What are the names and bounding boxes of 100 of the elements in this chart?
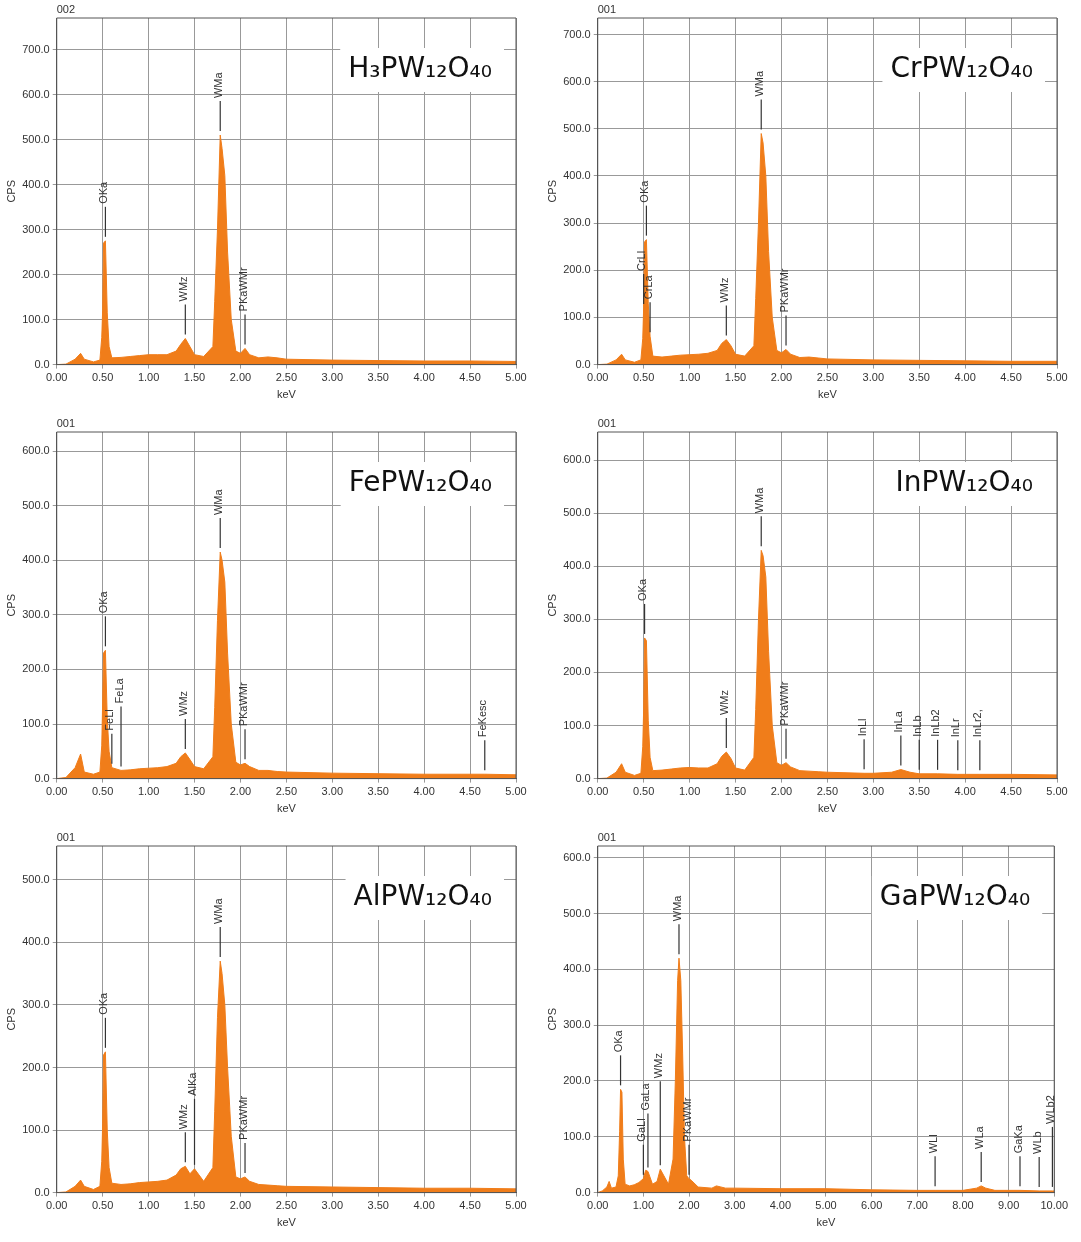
- y-tick-label: 500.0: [563, 906, 591, 919]
- y-axis-title: CPS: [545, 1007, 558, 1031]
- x-tick-label: 6.00: [860, 1199, 883, 1212]
- y-axis-title: CPS: [4, 593, 17, 617]
- x-tick-label: 2.50: [816, 785, 839, 798]
- y-tick-label: 400.0: [22, 177, 50, 190]
- y-tick-label: 100.0: [563, 310, 591, 323]
- x-tick-label: 1.50: [183, 785, 206, 798]
- x-tick-label: 3.50: [908, 371, 930, 384]
- x-tick-label: 1.50: [724, 785, 747, 798]
- annotation: PKaWMr: [236, 681, 249, 727]
- x-tick-label: 2.00: [229, 1199, 252, 1212]
- text: 001: [597, 830, 617, 843]
- annotation: WMa: [752, 69, 765, 97]
- x-tick-label: 4.50: [459, 1199, 481, 1212]
- x-tick-label: 1.50: [183, 371, 206, 384]
- x-tick-label: 0.00: [46, 1199, 68, 1212]
- y-axis-title: CPS: [545, 179, 558, 203]
- annotation: OKa: [612, 1029, 625, 1053]
- annotation: PKaWMr: [236, 267, 249, 312]
- y-axis-title: CPS: [4, 179, 17, 203]
- x-tick-label: 1.00: [137, 785, 160, 798]
- annotation: PKaWMr: [777, 681, 790, 726]
- x-tick-label: 5.00: [505, 785, 527, 798]
- x-tick-label: 4.00: [413, 1199, 435, 1212]
- x-tick-label: 4.50: [1000, 785, 1022, 798]
- x-axis-title: keV: [816, 1216, 837, 1229]
- y-tick-label: 500.0: [22, 498, 50, 511]
- y-tick-label: 300.0: [563, 612, 591, 625]
- text: 001: [597, 2, 617, 15]
- x-tick-label: 4.00: [954, 785, 976, 798]
- text: H₃PW₁₂O₄₀: [348, 51, 493, 85]
- x-tick-label: 4.50: [1000, 371, 1022, 384]
- annotation: OKa: [96, 590, 109, 614]
- x-tick-label: 4.00: [954, 371, 976, 384]
- annotation: OKa: [636, 578, 649, 601]
- annotation: InLl: [855, 718, 868, 737]
- x-tick-label: 1.00: [137, 371, 160, 384]
- x-tick-label: 0.50: [632, 785, 655, 798]
- annotation: CrLa: [641, 274, 654, 300]
- x-tick-label: 8.00: [952, 1199, 974, 1212]
- y-axis-title: CPS: [4, 1007, 17, 1031]
- x-tick-label: 1.00: [137, 1199, 160, 1212]
- x-tick-label: 2.00: [770, 371, 793, 384]
- x-tick-label: 0.50: [91, 1199, 114, 1212]
- x-tick-label: 1.00: [632, 1199, 655, 1212]
- x-tick-label: 1.00: [678, 785, 701, 798]
- annotation: FeKesc: [476, 699, 489, 738]
- y-tick-label: 200.0: [22, 1060, 50, 1073]
- y-tick-label: 300.0: [22, 222, 50, 235]
- text: AlPW₁₂O₄₀: [353, 879, 493, 913]
- x-axis-title: keV: [276, 1216, 297, 1229]
- annotation: WMa: [211, 71, 224, 99]
- x-tick-label: 2.50: [275, 1199, 298, 1212]
- x-tick-label: 4.50: [459, 371, 481, 384]
- annotation: WMz: [651, 1053, 664, 1079]
- x-axis-title: keV: [817, 388, 838, 401]
- y-tick-label: 0.0: [34, 1185, 50, 1198]
- annotation: WMz: [176, 1104, 189, 1130]
- text: InPW₁₂O₄₀: [895, 465, 1033, 499]
- annotation: WLb: [1030, 1131, 1043, 1154]
- y-tick-label: 0.0: [575, 771, 591, 784]
- x-tick-label: 10.00: [1040, 1199, 1068, 1212]
- x-tick-label: 0.00: [587, 1199, 609, 1212]
- y-tick-label: 400.0: [563, 559, 591, 572]
- annotation: FeLa: [112, 677, 125, 704]
- annotation: CrLl: [635, 250, 648, 272]
- y-tick-label: 400.0: [22, 553, 50, 566]
- y-tick-label: 200.0: [22, 662, 50, 675]
- text: FePW₁₂O₄₀: [348, 465, 492, 499]
- y-tick-label: 200.0: [563, 1074, 591, 1086]
- y-tick-label: 400.0: [563, 962, 591, 975]
- y-tick-label: 200.0: [563, 263, 591, 276]
- text: CrPW₁₂O₄₀: [890, 51, 1034, 85]
- text: GaPW₁₂O₄₀: [879, 879, 1031, 913]
- y-tick-label: 300.0: [563, 216, 591, 229]
- annotation: InLr: [949, 718, 962, 738]
- x-tick-label: 3.00: [862, 785, 884, 798]
- y-tick-label: 0.0: [575, 357, 591, 370]
- x-tick-label: 1.50: [724, 371, 747, 384]
- y-tick-label: 600.0: [563, 74, 591, 87]
- text: 002: [56, 2, 76, 15]
- x-tick-label: 3.00: [321, 785, 343, 798]
- annotation: WMz: [717, 277, 730, 303]
- x-tick-label: 0.50: [91, 785, 114, 798]
- x-tick-label: 7.00: [906, 1199, 928, 1212]
- annotation: AlKa: [186, 1071, 199, 1096]
- y-tick-label: 700.0: [22, 42, 50, 55]
- x-tick-label: 3.50: [367, 785, 389, 798]
- x-tick-label: 5.00: [505, 1199, 527, 1212]
- annotation: OKa: [96, 180, 109, 204]
- annotation: GaLl: [634, 1118, 647, 1142]
- x-tick-label: 0.50: [632, 371, 655, 384]
- annotation: OKa: [96, 991, 109, 1015]
- y-tick-label: 500.0: [563, 506, 591, 519]
- annotation: InLb2: [929, 709, 942, 737]
- y-tick-label: 100.0: [563, 1129, 591, 1142]
- annotation: WLl: [926, 1134, 939, 1154]
- x-axis-title: keV: [276, 802, 297, 815]
- x-tick-label: 4.00: [413, 371, 435, 384]
